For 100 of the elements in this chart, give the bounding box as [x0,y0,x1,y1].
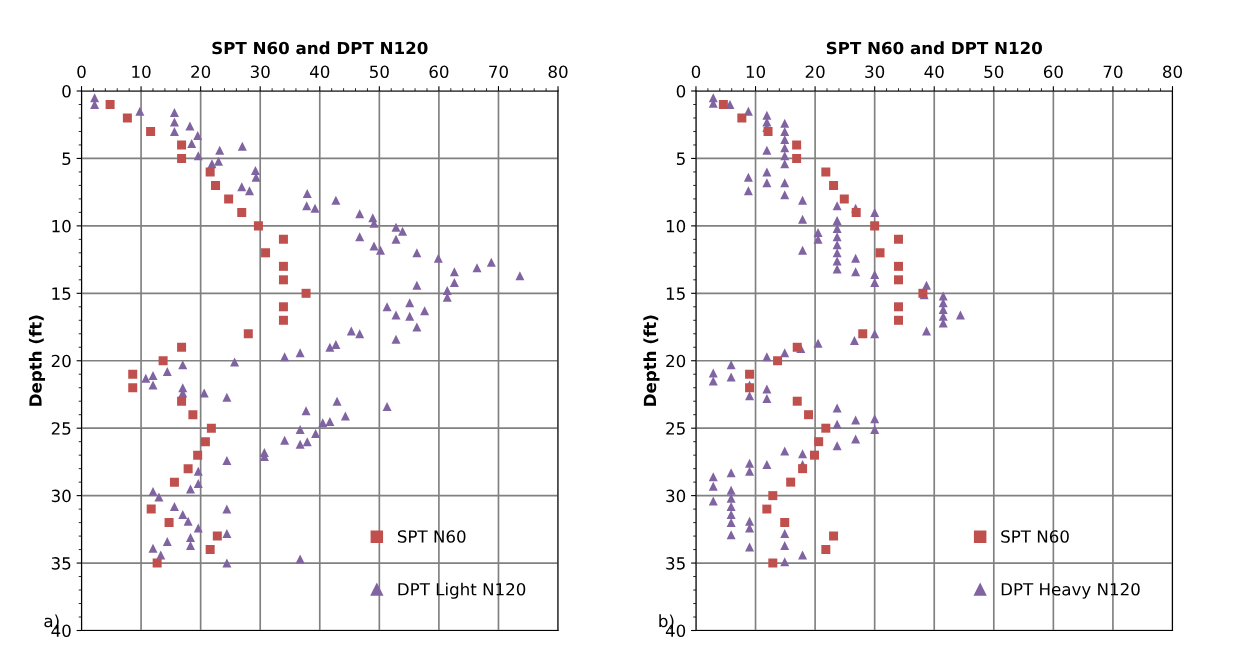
x-tick-label: 40 [309,65,330,79]
y-tick-label: 30 [51,489,71,503]
point [875,248,885,258]
point [821,167,831,177]
point [821,545,831,555]
point [206,423,216,433]
legend-label: DPT Light N120 [398,582,526,599]
legend-label: DPT Heavy N120 [1001,583,1140,599]
x-axis-title: SPT N60 and DPT N120 [826,41,1042,55]
x-tick-label: 20 [805,65,825,79]
point [829,531,839,541]
point [211,180,221,190]
point [893,302,903,312]
x-tick-label: 80 [1163,65,1182,79]
point [893,261,903,271]
point [792,396,802,406]
y-tick-label: 15 [666,287,685,300]
y-tick-label: 25 [51,422,71,435]
point [768,491,778,501]
y-tick-label: 30 [666,489,686,503]
point [768,558,778,568]
point [183,464,193,474]
y-tick-label: 20 [51,354,71,368]
point [278,234,288,244]
point [893,275,903,285]
point [814,437,824,447]
x-tick-label: 30 [250,65,270,79]
point [893,234,903,244]
point [128,369,138,379]
point [870,221,880,231]
x-tick-label: 0 [691,65,701,79]
point [146,126,156,136]
point [146,504,156,514]
x-tick-label: 50 [370,65,389,79]
y-tick-label: 20 [666,354,686,368]
x-tick-label: 60 [1043,65,1063,79]
point [128,383,138,393]
x-tick-label: 40 [924,65,944,79]
point [829,180,839,190]
x-tick-label: 10 [132,65,151,79]
point [237,207,247,217]
point [261,248,271,258]
point [278,302,288,312]
y-axis-title: Depth (ft) [643,315,660,406]
y-tick-label: 5 [676,152,685,166]
point [858,329,868,339]
legend-label: SPT N60 [1001,530,1069,543]
x-axis-title: SPT N60 and DPT N120 [212,41,428,55]
x-tick-label: 0 [77,65,86,79]
point [188,410,198,420]
point [158,356,168,366]
x-tick-label: 30 [865,65,885,79]
point [893,315,903,325]
y-axis-title: Depth (ft) [28,315,46,406]
point [177,153,187,163]
point [792,342,802,352]
point [786,477,796,487]
point [243,329,253,339]
y-tick-label: 25 [666,422,685,435]
point [193,450,203,460]
point [851,207,861,217]
point [224,194,234,204]
y-tick-label: 0 [676,84,686,98]
point [177,140,187,150]
y-tick-label: 5 [62,152,71,166]
point [737,113,747,123]
point [169,477,179,487]
legend-label: SPT N60 [397,530,466,543]
y-tick-label: 10 [666,219,686,233]
point [200,437,210,447]
point [212,531,222,541]
y-tick-label: 10 [52,219,71,233]
point [122,113,132,123]
x-tick-label: 50 [984,65,1004,79]
x-tick-label: 70 [1103,65,1123,79]
point [301,288,311,298]
point [773,356,783,366]
point [205,167,215,177]
point [105,99,115,109]
point [278,261,288,271]
x-tick-label: 60 [429,65,449,79]
point [278,315,288,325]
point [164,518,174,528]
x-tick-label: 70 [489,65,508,79]
point [762,504,772,514]
point [804,410,814,420]
x-tick-label: 20 [191,65,211,79]
y-tick-label: 15 [52,287,71,300]
point [780,518,790,528]
y-tick-label: 0 [62,84,71,98]
point [792,153,802,163]
point [177,396,187,406]
x-tick-label: 10 [746,65,766,79]
point [718,99,728,109]
point [278,275,288,285]
point [205,545,215,555]
point [745,369,755,379]
point [810,450,819,460]
point [792,140,802,150]
point [798,464,808,474]
